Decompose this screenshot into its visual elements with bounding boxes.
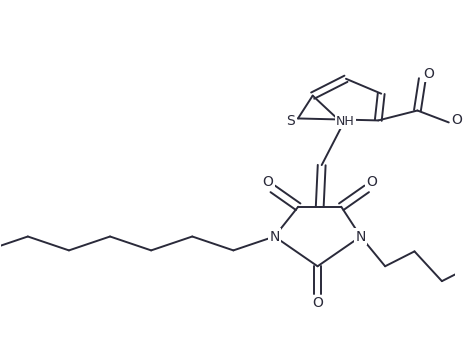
Text: O: O xyxy=(366,175,377,189)
Text: S: S xyxy=(286,114,294,128)
Text: O: O xyxy=(263,175,273,189)
Text: NH: NH xyxy=(336,115,355,128)
Text: N: N xyxy=(356,230,366,244)
Text: O: O xyxy=(451,113,462,127)
Text: O: O xyxy=(312,296,323,310)
Text: N: N xyxy=(269,230,280,244)
Text: O: O xyxy=(423,67,434,81)
